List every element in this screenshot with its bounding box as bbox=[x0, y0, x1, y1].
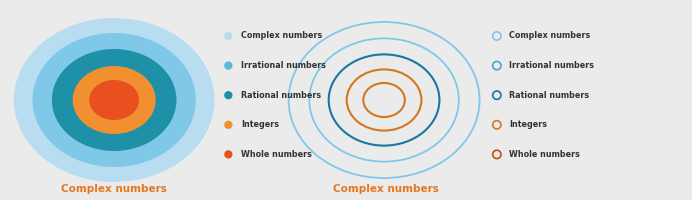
Ellipse shape bbox=[33, 33, 196, 167]
Ellipse shape bbox=[89, 80, 139, 120]
Ellipse shape bbox=[224, 150, 233, 159]
Text: Irrational numbers: Irrational numbers bbox=[241, 61, 326, 70]
Ellipse shape bbox=[224, 91, 233, 99]
Text: Rational numbers: Rational numbers bbox=[509, 91, 590, 100]
Ellipse shape bbox=[73, 66, 156, 134]
Ellipse shape bbox=[52, 49, 176, 151]
Text: Complex numbers: Complex numbers bbox=[241, 31, 322, 40]
Text: Irrational numbers: Irrational numbers bbox=[509, 61, 594, 70]
Ellipse shape bbox=[224, 121, 233, 129]
Text: Complex numbers: Complex numbers bbox=[509, 31, 590, 40]
Text: Rational numbers: Rational numbers bbox=[241, 91, 321, 100]
Text: Whole numbers: Whole numbers bbox=[509, 150, 580, 159]
Ellipse shape bbox=[224, 32, 233, 40]
Ellipse shape bbox=[224, 61, 233, 70]
Text: Integers: Integers bbox=[509, 120, 547, 129]
Text: Integers: Integers bbox=[241, 120, 279, 129]
Text: Whole numbers: Whole numbers bbox=[241, 150, 311, 159]
Text: Complex numbers: Complex numbers bbox=[334, 184, 439, 194]
Ellipse shape bbox=[14, 18, 215, 182]
Text: Complex numbers: Complex numbers bbox=[62, 184, 167, 194]
